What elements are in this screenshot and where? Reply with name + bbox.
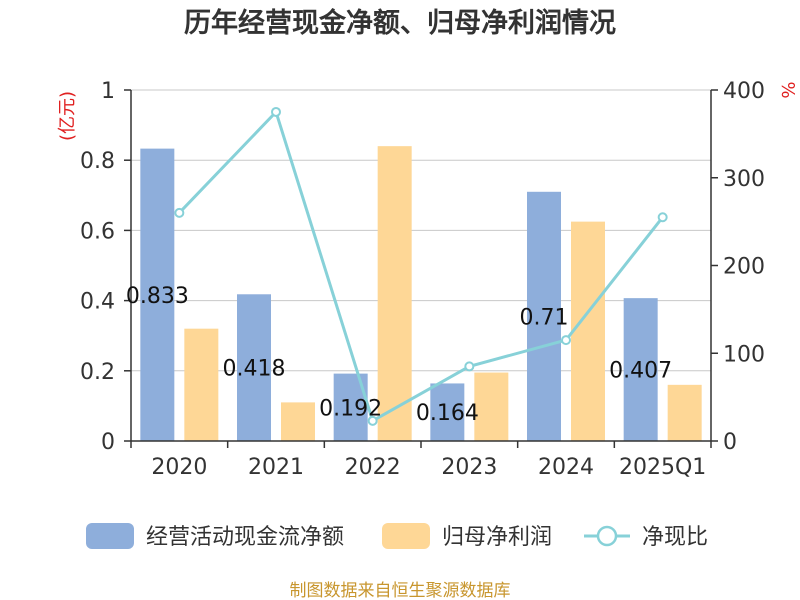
ratio-point (367, 415, 378, 426)
bar-profit (377, 146, 412, 441)
ratio-point (464, 361, 475, 372)
right-tick-label: 0 (723, 430, 737, 455)
ratio-line (174, 106, 668, 426)
bar-cash (430, 383, 465, 441)
bar-cash (623, 298, 658, 441)
legend-marker-ratio (596, 525, 618, 547)
right-axis-unit: % (777, 81, 798, 98)
data-label-cash: 0.71 (520, 305, 569, 330)
legend-label-cash: 经营活动现金流净额 (146, 525, 344, 550)
x-tick-label: 2022 (345, 455, 401, 480)
cash-bars (140, 148, 658, 441)
x-tick-label: 2023 (441, 455, 497, 480)
bar-profit (474, 372, 509, 441)
ratio-point (271, 106, 281, 117)
left-tick-label: 0 (101, 430, 115, 455)
bar-profit (281, 402, 315, 441)
grid-lines (131, 89, 711, 372)
ratio-point (657, 212, 668, 223)
legend-label-profit: 归母净利润 (442, 525, 552, 550)
left-tick-label: 0.6 (80, 219, 115, 244)
legend-swatch-profit (382, 523, 430, 549)
right-tick-label: 100 (723, 342, 765, 367)
x-tick-label: 2024 (538, 455, 594, 480)
legend-label-ratio: 净现比 (642, 525, 708, 550)
data-label-cash: 0.833 (126, 284, 189, 309)
ratio-line-path (178, 109, 664, 424)
bar-profit (571, 221, 605, 441)
ratio-point (561, 335, 571, 346)
data-label-cash: 0.407 (609, 359, 672, 384)
legend-swatch-cash (86, 523, 134, 549)
right-tick-label: 200 (723, 255, 765, 280)
bar-cash (237, 294, 271, 441)
axes: 0 0.2 0.4 0.6 0.8 1 0 100 200 300 400 2020 2021 2022 2… (80, 79, 765, 480)
left-axis-unit: (亿元) (57, 91, 78, 141)
bar-profit (184, 328, 219, 441)
bar-profit (667, 384, 702, 441)
bar-cash (527, 191, 561, 441)
data-labels: 0.833 0.418 0.192 0.164 0.71 0.407 (126, 284, 672, 426)
data-label-cash: 0.418 (223, 357, 286, 382)
left-tick-label: 0.4 (80, 290, 115, 315)
right-tick-label: 300 (723, 167, 765, 192)
bar-cash (140, 148, 175, 441)
x-tick-label: 2021 (248, 455, 304, 480)
left-tick-label: 1 (101, 79, 115, 104)
left-tick-label: 0.8 (80, 149, 115, 174)
data-label-cash: 0.192 (319, 396, 382, 421)
x-tick-label: 2020 (151, 455, 207, 480)
right-tick-label: 400 (723, 79, 765, 104)
ratio-point (174, 207, 185, 218)
legend: 经营活动现金流净额 归母净利润 净现比 (86, 523, 708, 550)
source-note: 制图数据来自恒生聚源数据库 (290, 581, 511, 600)
left-tick-label: 0.2 (80, 360, 115, 385)
chart-title: 历年经营现金净额、归母净利润情况 (184, 7, 616, 39)
x-tick-label: 2025Q1 (619, 455, 706, 480)
data-label-cash: 0.164 (416, 401, 479, 426)
profit-bars (184, 146, 702, 441)
